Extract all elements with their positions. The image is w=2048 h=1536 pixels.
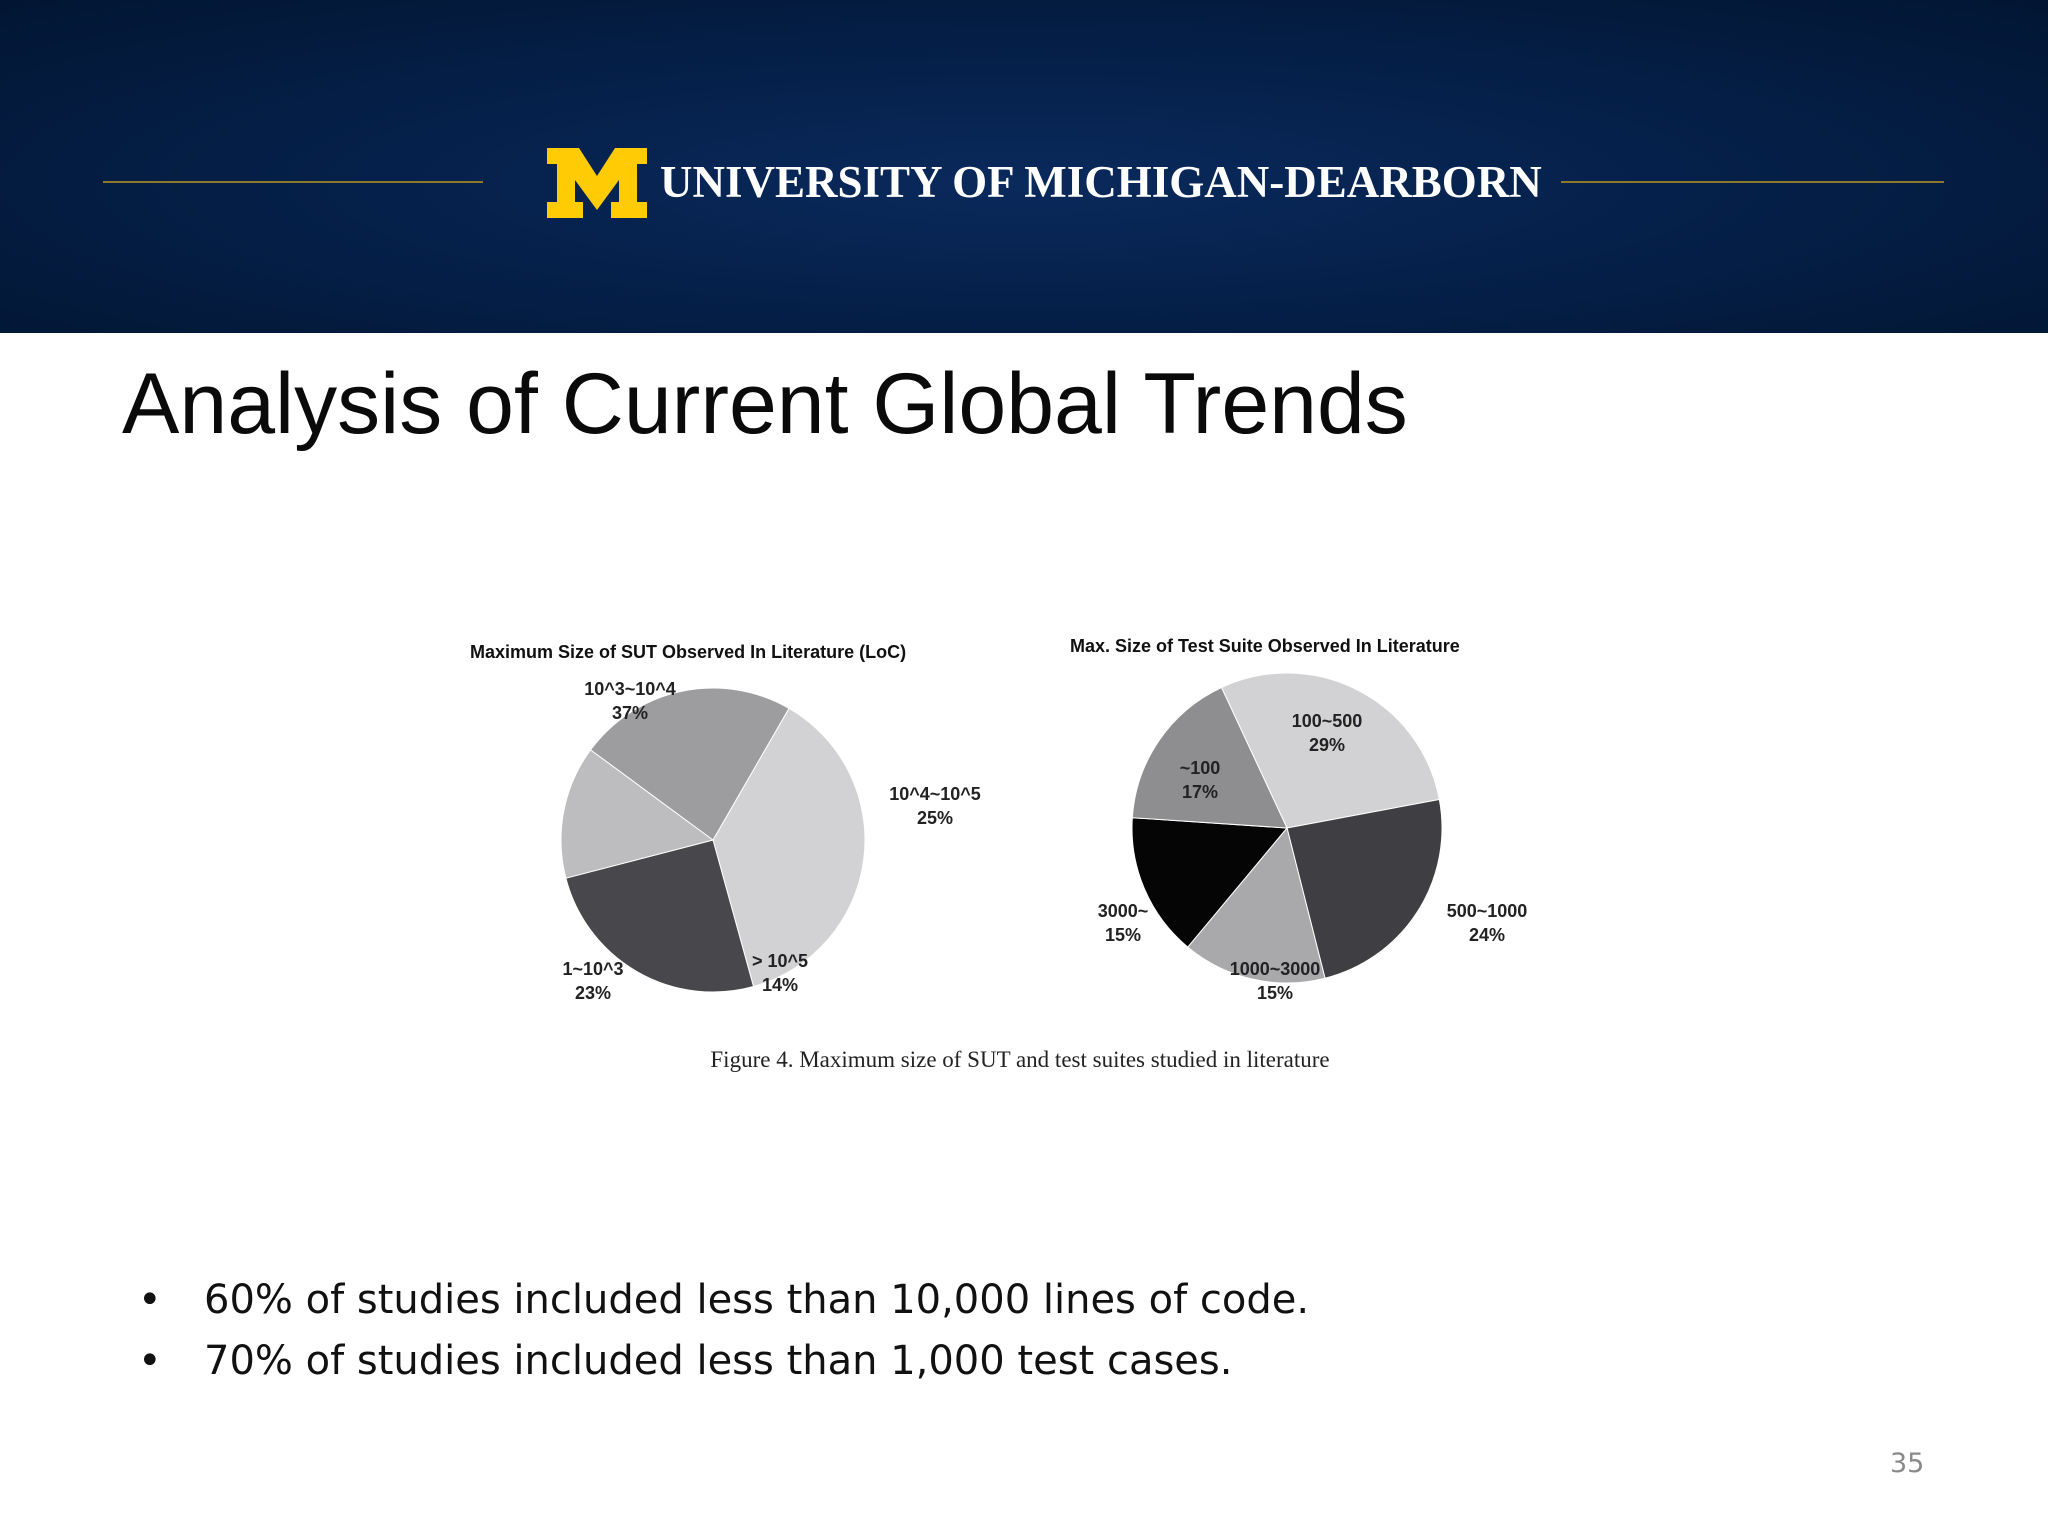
pie-slice	[1286, 798, 1443, 979]
slice-value-label: 25%	[917, 808, 953, 828]
block-m-logo-icon	[547, 148, 647, 218]
chart-title: Max. Size of Test Suite Observed In Lite…	[1070, 636, 1460, 656]
slice-label: 1000~3000	[1230, 959, 1321, 979]
slice-label: 500~1000	[1447, 901, 1528, 921]
pie-slice	[1220, 672, 1440, 829]
slice-value-label: 23%	[575, 983, 611, 1003]
slice-value-label: 15%	[1105, 925, 1141, 945]
page-number: 35	[1890, 1448, 1925, 1479]
slice-label: 100~500	[1292, 711, 1363, 731]
pie-slice	[712, 707, 866, 988]
slice-label: 3000~	[1098, 901, 1149, 921]
slice-label: 10^4~10^5	[889, 784, 981, 804]
figure: Maximum Size of SUT Observed In Literatu…	[455, 615, 1585, 1095]
bullet-icon: •	[138, 1338, 162, 1384]
pie-slice	[1131, 686, 1288, 829]
header-rule-right	[1561, 181, 1944, 183]
pie-slice	[565, 839, 755, 993]
slice-label: > 10^5	[752, 951, 808, 971]
slide-title: Analysis of Current Global Trends	[122, 356, 1408, 452]
slice-value-label: 17%	[1182, 782, 1218, 802]
slice-value-label: 14%	[762, 975, 798, 995]
slice-value-label: 37%	[612, 703, 648, 723]
pie-slice	[1187, 826, 1326, 984]
figure-caption: Figure 4. Maximum size of SUT and test s…	[710, 1047, 1330, 1072]
pie-slice	[560, 749, 715, 879]
bullet-item: • 60% of studies included less than 10,0…	[138, 1270, 1309, 1331]
slice-label: 10^3~10^4	[584, 679, 676, 699]
slice-value-label: 29%	[1309, 735, 1345, 755]
header-banner: UNIVERSITY OF MICHIGAN-DEARBORN	[0, 0, 2048, 333]
header-rule-left	[103, 181, 483, 183]
pie-slice	[1131, 817, 1289, 948]
slice-label: 1~10^3	[562, 959, 623, 979]
bullet-item: • 70% of studies included less than 1,00…	[138, 1331, 1309, 1392]
bullet-text: 70% of studies included less than 1,000 …	[204, 1338, 1233, 1384]
bullet-list: • 60% of studies included less than 10,0…	[138, 1270, 1309, 1392]
pie-charts: Maximum Size of SUT Observed In Literatu…	[470, 636, 1528, 1003]
university-name: UNIVERSITY OF MICHIGAN-DEARBORN	[660, 157, 1542, 207]
slice-label: ~100	[1180, 758, 1221, 778]
slice-value-label: 24%	[1469, 925, 1505, 945]
chart-title: Maximum Size of SUT Observed In Literatu…	[470, 642, 906, 662]
pie-slice	[589, 687, 790, 841]
bullet-icon: •	[138, 1277, 162, 1323]
bullet-text: 60% of studies included less than 10,000…	[204, 1277, 1310, 1323]
slice-value-label: 15%	[1257, 983, 1293, 1003]
